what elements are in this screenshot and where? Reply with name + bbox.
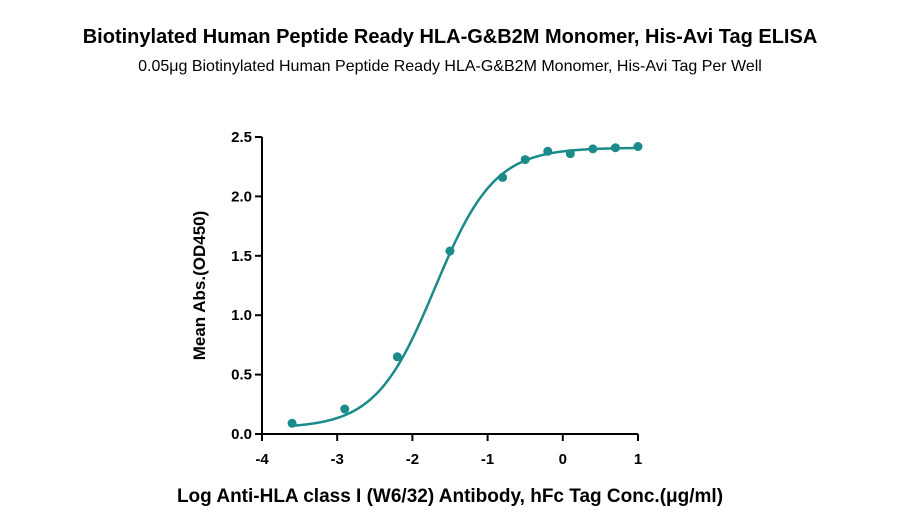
y-tick-label: 2.0 [231,188,252,205]
data-points-layer [287,142,643,428]
data-point [340,404,350,414]
x-tick-label: 0 [559,451,567,468]
y-tick-label: 0.5 [231,367,252,384]
chart-title: Biotinylated Human Peptide Ready HLA-G&B… [82,26,818,48]
fit-curve-layer [291,146,639,428]
y-tick-label: 1.0 [231,307,252,324]
data-point [588,144,598,154]
x-tick-label: -3 [331,451,344,468]
chart-subtitle: 0.05μg Biotinylated Human Peptide Ready … [138,58,762,75]
x-tick-label: -1 [481,451,494,468]
data-point [392,352,402,362]
data-point [520,155,530,165]
data-point [287,418,297,428]
x-tick-label: -2 [406,451,419,468]
y-tick-label: 1.5 [231,248,252,265]
x-tick-label: 1 [634,451,642,468]
fit-curve [291,146,639,428]
data-point [565,149,575,159]
y-tick-label: 2.5 [231,129,252,146]
y-axis-title: Mean Abs.(OD450) [190,211,209,361]
x-axis-title: Log Anti-HLA class I (W6/32) Antibody, h… [177,486,723,507]
data-point [610,143,620,153]
data-point [543,146,553,156]
axes: -4 -3 -2 -1 0 1 0.0 0.5 1.0 1.5 2.0 2.5 [231,129,642,468]
data-point [445,246,455,256]
y-tick-label: 0.0 [231,426,252,443]
data-point [633,142,643,152]
x-tick-label: -4 [255,451,269,468]
data-point [498,172,508,182]
